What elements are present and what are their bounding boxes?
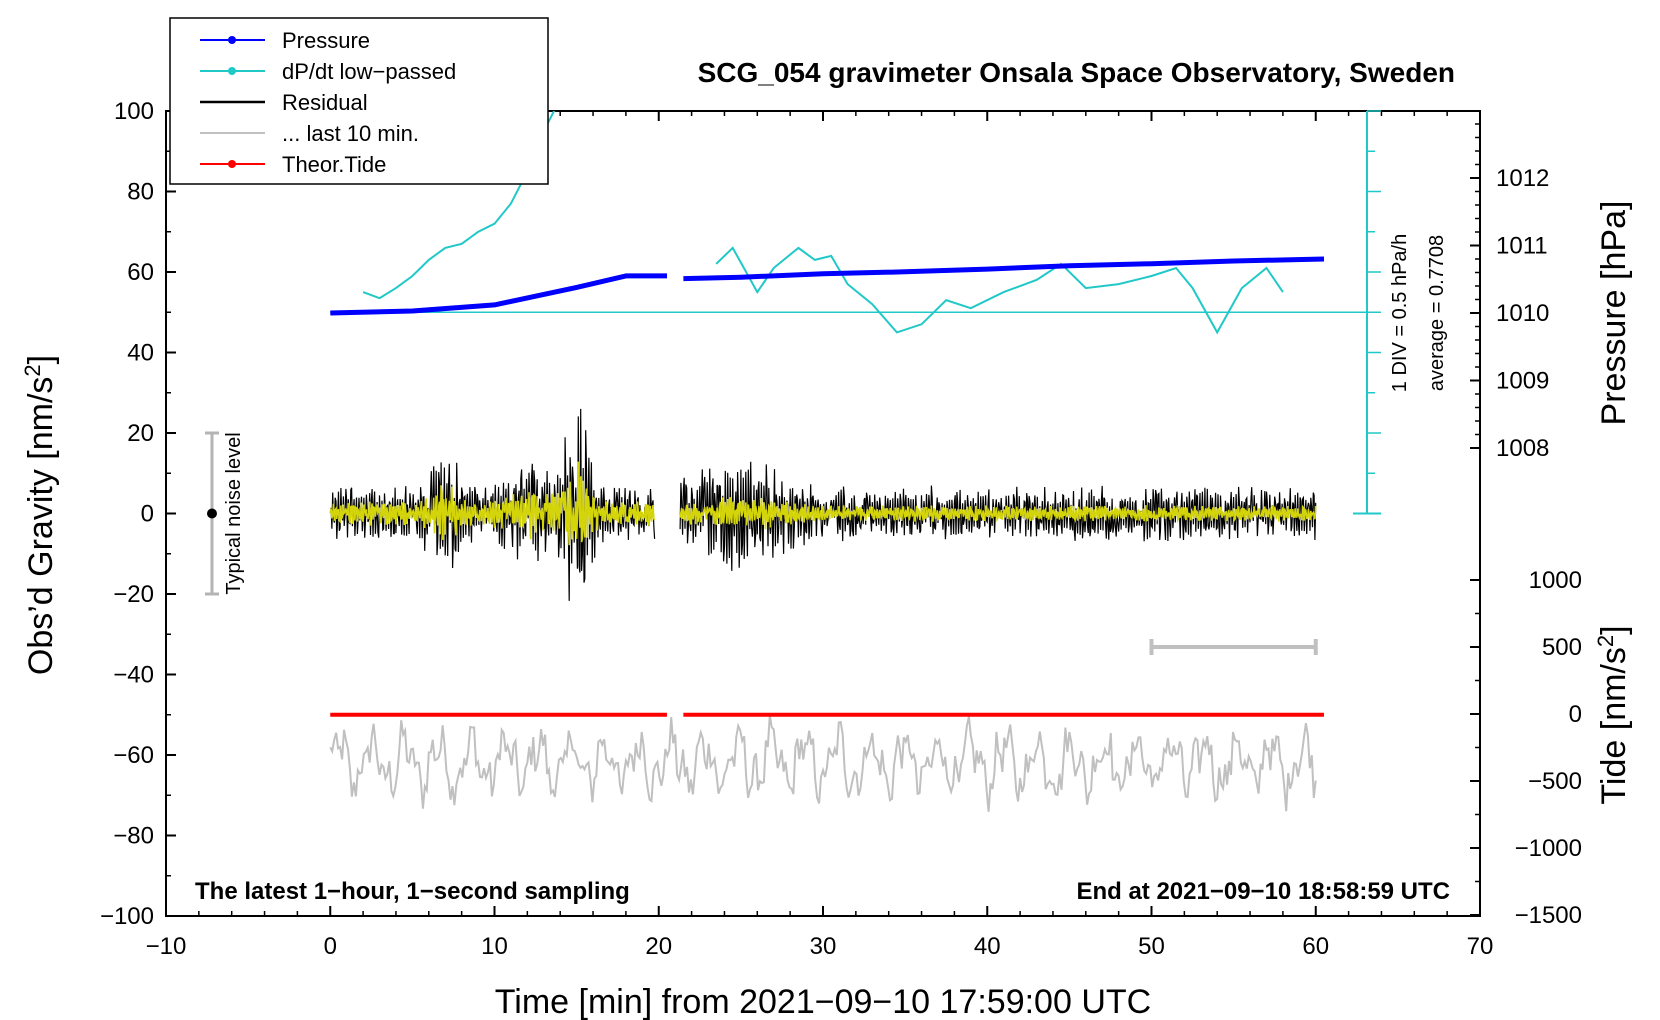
y-tick-label: 60 bbox=[127, 259, 154, 286]
y-tick-label: −80 bbox=[113, 823, 154, 850]
y-tick-label: −40 bbox=[113, 662, 154, 689]
pressure-axis-ticks: 1008 1009 1010 1011 1012 bbox=[1470, 123, 1549, 462]
tide-tick-label: 1000 bbox=[1529, 567, 1582, 594]
pressure-tick-label: 1012 bbox=[1496, 165, 1549, 192]
pressure-trace-seg2 bbox=[683, 256, 1325, 282]
y-axis-label-main: Obs’d Gravity [nm/s bbox=[22, 377, 60, 676]
legend-item: dP/dt low−passed bbox=[200, 59, 456, 84]
legend-label: Residual bbox=[282, 90, 368, 115]
x-tick-label: −10 bbox=[146, 933, 187, 960]
legend: Pressure dP/dt low−passed Residual ... last… bbox=[169, 17, 549, 185]
y-tick-label: −100 bbox=[100, 903, 154, 930]
tide-tick-label: 0 bbox=[1569, 701, 1582, 728]
pressure-trace-seg1 bbox=[330, 273, 667, 316]
pressure-axis-label: Pressure [hPa] bbox=[1595, 201, 1633, 426]
end-time-note: End at 2021−09−10 18:58:59 UTC bbox=[1076, 878, 1450, 905]
legend-label: ... last 10 min. bbox=[282, 121, 419, 146]
tide-tick-label: 500 bbox=[1542, 634, 1582, 661]
noise-level-indicator: Typical noise level bbox=[204, 431, 245, 596]
legend-item: Theor.Tide bbox=[200, 152, 386, 177]
tide-tick-label: −1500 bbox=[1515, 902, 1582, 929]
x-axis-label: Time [min] from 2021−09−10 17:59:00 UTC bbox=[495, 983, 1151, 1020]
x-tick-label: 50 bbox=[1138, 933, 1165, 960]
x-tick-label: 30 bbox=[810, 933, 837, 960]
dpdt-div-label: 1 DIV = 0.5 hPa/h bbox=[1389, 234, 1411, 392]
chart-title: SCG_054 gravimeter Onsala Space Observat… bbox=[698, 57, 1455, 88]
x-axis-ticks: −10 0 10 20 30 40 50 60 70 bbox=[146, 111, 1494, 960]
legend-item: Residual bbox=[200, 90, 368, 115]
legend-label: Pressure bbox=[282, 28, 370, 53]
residual-filtered-trace-seg2 bbox=[679, 497, 1317, 530]
x-tick-label: 0 bbox=[324, 933, 337, 960]
x-tick-label: 70 bbox=[1467, 933, 1494, 960]
y-tick-label: 0 bbox=[141, 501, 154, 528]
y-axis-label-sup: 2 bbox=[20, 364, 45, 376]
y-axis-ticks: −100 −80 −60 −40 −20 0 20 40 60 80 100 bbox=[100, 98, 176, 930]
tide-tick-label: −1000 bbox=[1515, 835, 1582, 862]
legend-swatch-dot bbox=[228, 67, 236, 75]
sampling-note: The latest 1−hour, 1−second sampling bbox=[195, 878, 630, 905]
y-axis-label: Obs’d Gravity [nm/s2] bbox=[20, 355, 60, 675]
legend-swatch-dot bbox=[228, 160, 236, 168]
legend-item: Pressure bbox=[200, 28, 370, 53]
dpdt-average-label: average = 0.7708 bbox=[1426, 235, 1448, 391]
dpdt-trace-seg2 bbox=[715, 246, 1284, 335]
tide-axis-ticks: −1500 −1000 −500 0 500 1000 bbox=[1470, 567, 1582, 929]
x-tick-label: 20 bbox=[645, 933, 672, 960]
last-10-min-trace bbox=[329, 715, 1317, 812]
series-layer bbox=[329, 111, 1325, 812]
tide-axis-label-sup: 2 bbox=[1593, 635, 1618, 647]
x-tick-label: 60 bbox=[1302, 933, 1329, 960]
pressure-tick-label: 1009 bbox=[1496, 368, 1549, 395]
noise-center-dot bbox=[206, 508, 217, 519]
noise-level-label: Typical noise level bbox=[223, 432, 245, 594]
x-tick-label: 10 bbox=[481, 933, 508, 960]
tide-tick-label: −500 bbox=[1528, 768, 1582, 795]
y-tick-label: −60 bbox=[113, 742, 154, 769]
legend-item: ... last 10 min. bbox=[200, 121, 419, 146]
pressure-tick-label: 1010 bbox=[1496, 300, 1549, 327]
legend-label: Theor.Tide bbox=[282, 152, 386, 177]
legend-swatch-dot bbox=[228, 36, 236, 44]
residual-filtered-trace-seg1 bbox=[329, 461, 656, 546]
y-tick-label: 100 bbox=[114, 98, 154, 125]
legend-label: dP/dt low−passed bbox=[282, 59, 456, 84]
last-10-min-range-bar bbox=[1149, 639, 1318, 655]
y-tick-label: 80 bbox=[127, 179, 154, 206]
y-tick-label: −20 bbox=[113, 581, 154, 608]
pressure-tick-label: 1011 bbox=[1496, 233, 1548, 260]
y-axis-label-end: ] bbox=[22, 355, 60, 364]
y-tick-label: 40 bbox=[127, 340, 154, 367]
x-tick-label: 40 bbox=[974, 933, 1001, 960]
tide-axis-label-end: ] bbox=[1595, 625, 1633, 634]
tide-axis-label: Tide [nm/s2] bbox=[1593, 625, 1633, 804]
dpdt-trace-seg1 bbox=[362, 111, 556, 300]
pressure-tick-label: 1008 bbox=[1496, 435, 1549, 462]
y-tick-label: 20 bbox=[127, 420, 154, 447]
tide-axis-label-main: Tide [nm/s bbox=[1595, 647, 1633, 804]
